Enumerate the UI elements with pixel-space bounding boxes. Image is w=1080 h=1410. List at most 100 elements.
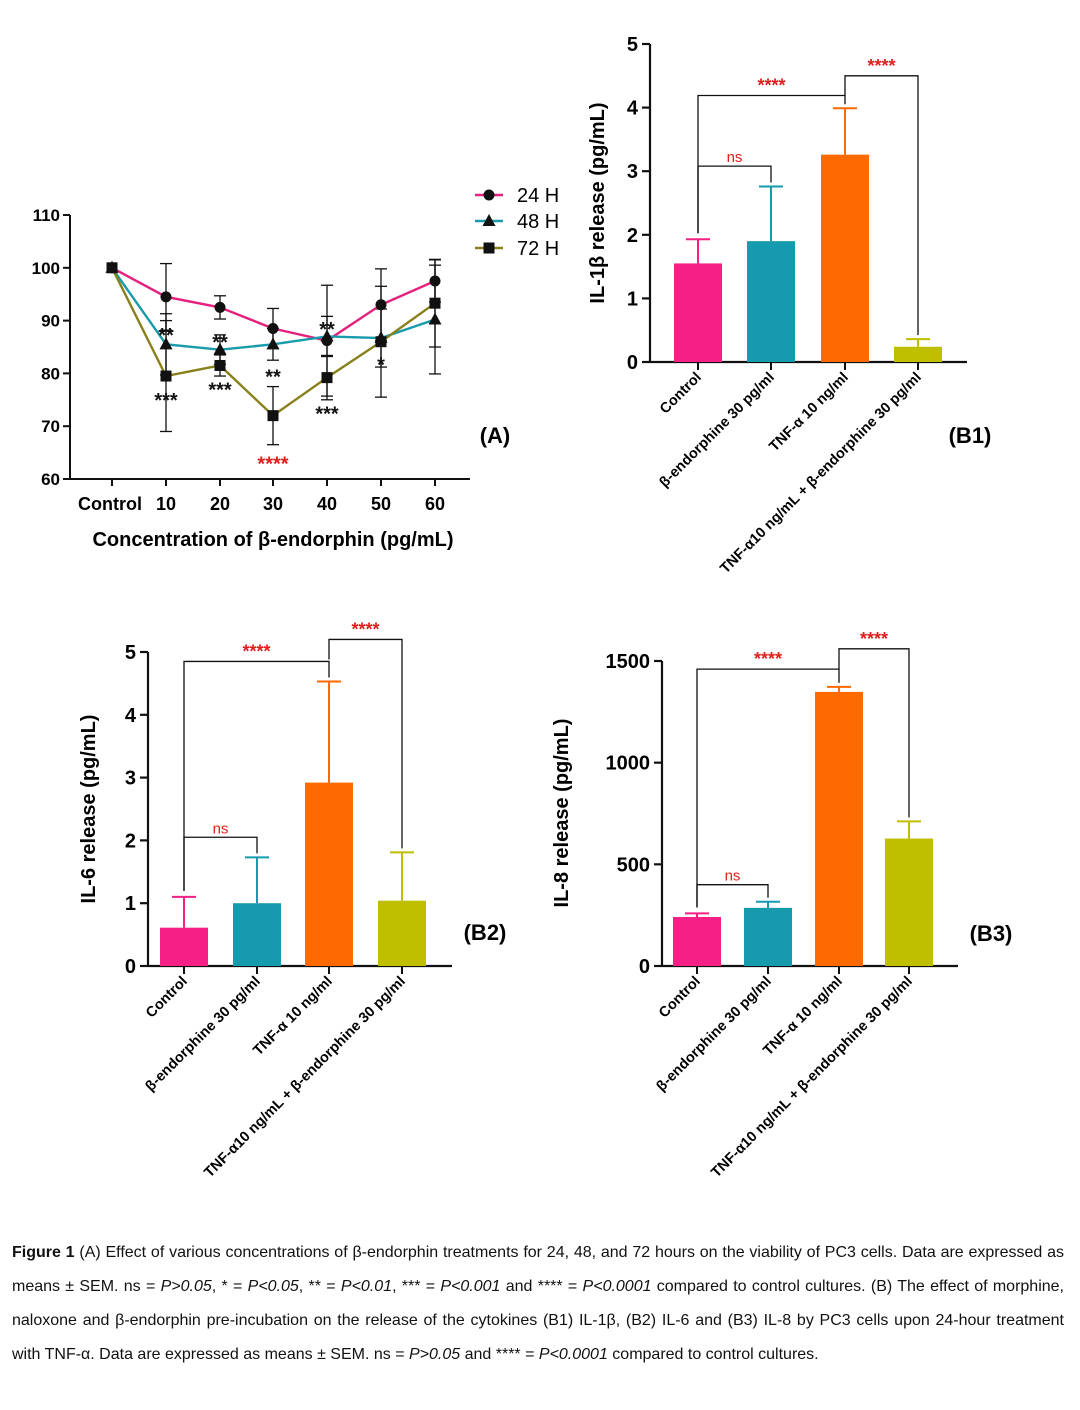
x-tick-label: TNF-α 10 ng/ml bbox=[766, 370, 851, 455]
caption-part: P<0.001 bbox=[440, 1278, 501, 1295]
caption-part: , * = bbox=[211, 1278, 248, 1295]
data-point bbox=[213, 342, 227, 355]
y-tick-label: 4 bbox=[627, 98, 639, 120]
caption-part: , ** = bbox=[298, 1278, 341, 1295]
x-tick-label: 50 bbox=[371, 494, 391, 514]
panel-label: (B3) bbox=[970, 921, 1013, 946]
y-tick-label: 4 bbox=[125, 705, 137, 727]
caption-text: (A) Effect of various concentrations of … bbox=[12, 1244, 1064, 1363]
data-point bbox=[429, 297, 441, 309]
data-point bbox=[160, 291, 172, 303]
bar bbox=[747, 241, 795, 362]
legend-label: 24 H bbox=[517, 185, 559, 207]
panel-label: (B1) bbox=[949, 423, 992, 448]
bar bbox=[673, 916, 721, 966]
significance-label: **** bbox=[257, 454, 288, 476]
significance-label: ** bbox=[319, 319, 335, 341]
caption-part: P>0.05 bbox=[160, 1278, 212, 1295]
x-tick-label: TNF-α 10 ng/ml bbox=[250, 974, 335, 1059]
caption-part: P<0.0001 bbox=[582, 1278, 652, 1295]
significance-bracket bbox=[328, 638, 403, 849]
caption-part: compared to control cultures. (B) The ef… bbox=[12, 1278, 1065, 1363]
caption-part: , *** = bbox=[392, 1278, 441, 1295]
x-tick-label: 20 bbox=[210, 494, 230, 514]
x-tick-label: 10 bbox=[156, 494, 176, 514]
legend-marker bbox=[483, 242, 495, 254]
y-axis-title: IL-6 release (pg/mL) bbox=[78, 715, 100, 904]
data-point bbox=[266, 337, 280, 350]
legend-marker bbox=[483, 189, 495, 201]
panel-a-line-chart: 60 70 80 90 100 110 Control 10 20 30 40 50 60 Concent… bbox=[32, 185, 560, 551]
caption-part: and **** = bbox=[460, 1346, 539, 1363]
y-tick-label: 1500 bbox=[606, 651, 651, 673]
caption-part: and **** = bbox=[500, 1278, 583, 1295]
y-tick-label: 0 bbox=[125, 956, 136, 978]
caption-figure-label: Figure 1 bbox=[12, 1244, 75, 1261]
significance-label: *** bbox=[154, 390, 178, 412]
data-point bbox=[320, 329, 334, 342]
data-point bbox=[375, 336, 387, 348]
caption-part: P<0.05 bbox=[247, 1278, 299, 1295]
y-tick-label: 80 bbox=[41, 364, 60, 383]
significance-label: **** bbox=[867, 56, 895, 76]
caption-part: P<0.0001 bbox=[538, 1346, 608, 1363]
bar bbox=[378, 900, 426, 966]
significance-label: **** bbox=[351, 619, 379, 639]
x-tick-label: Control bbox=[78, 494, 142, 514]
figure-caption: Figure 1 (A) Effect of various concentra… bbox=[12, 1236, 1064, 1372]
significance-bracket bbox=[844, 75, 919, 336]
y-tick-label: 100 bbox=[32, 259, 60, 278]
bar bbox=[305, 782, 353, 966]
significance-label: * bbox=[377, 354, 385, 376]
significance-bracket bbox=[696, 668, 840, 908]
bar bbox=[233, 903, 281, 966]
significance-bracket bbox=[183, 660, 330, 891]
y-tick-label: 1000 bbox=[606, 753, 651, 775]
bar bbox=[815, 691, 863, 966]
significance-label: *** bbox=[315, 403, 339, 425]
x-tick-label: 30 bbox=[263, 494, 283, 514]
significance-bracket bbox=[696, 884, 769, 908]
y-tick-label: 3 bbox=[125, 768, 136, 790]
data-point bbox=[428, 312, 442, 325]
y-axis-title: IL-8 release (pg/mL) bbox=[551, 719, 573, 908]
x-tick-label: Control bbox=[143, 974, 191, 1022]
significance-label: **** bbox=[757, 76, 785, 96]
x-tick-label: Control bbox=[657, 370, 705, 418]
y-tick-label: 110 bbox=[33, 206, 60, 225]
significance-bracket bbox=[838, 648, 910, 818]
legend-marker bbox=[482, 214, 496, 226]
significance-bracket bbox=[183, 836, 258, 891]
data-point bbox=[321, 372, 333, 384]
significance-label: ns bbox=[213, 820, 229, 837]
y-tick-label: 5 bbox=[125, 642, 136, 664]
significance-label: ns bbox=[725, 868, 741, 885]
data-point bbox=[429, 275, 441, 287]
y-tick-label: 5 bbox=[627, 34, 638, 56]
panel-label: (A) bbox=[480, 423, 511, 448]
bar bbox=[744, 907, 792, 966]
bar bbox=[894, 346, 942, 362]
caption-part: compared to control cultures. bbox=[607, 1346, 819, 1363]
y-tick-label: 2 bbox=[125, 830, 136, 852]
panel-label: (B2) bbox=[464, 920, 507, 945]
data-point bbox=[160, 370, 172, 382]
data-point bbox=[214, 359, 226, 371]
y-tick-label: 90 bbox=[41, 312, 60, 331]
y-tick-label: 1 bbox=[125, 893, 136, 915]
x-axis-title: Concentration of β-endorphin (pg/mL) bbox=[92, 529, 453, 551]
x-tick-label: 40 bbox=[317, 494, 337, 514]
significance-label: ns bbox=[727, 149, 743, 166]
legend-label: 48 H bbox=[517, 211, 559, 233]
significance-bracket bbox=[697, 94, 846, 234]
y-tick-label: 2 bbox=[627, 225, 638, 247]
y-tick-label: 3 bbox=[627, 161, 638, 183]
caption-part: (A) Effect of various concentrations of … bbox=[12, 1244, 1065, 1295]
data-point bbox=[159, 337, 173, 350]
x-tick-label: Control bbox=[656, 974, 704, 1022]
data-point bbox=[267, 323, 279, 335]
y-tick-label: 1 bbox=[627, 288, 638, 310]
